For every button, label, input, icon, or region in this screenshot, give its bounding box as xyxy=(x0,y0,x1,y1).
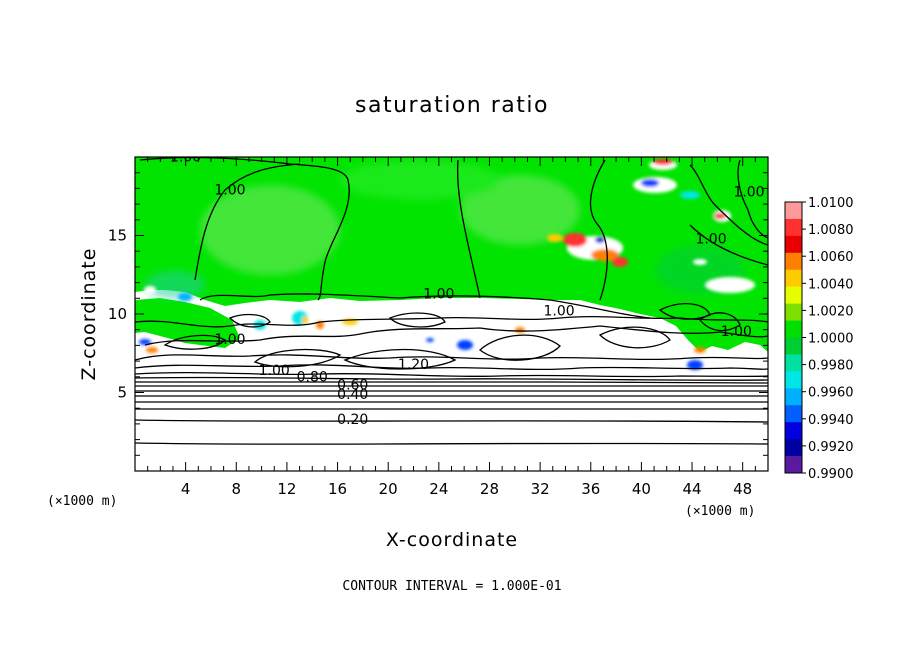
x-tick-label: 16 xyxy=(328,480,347,498)
colorbar-segment xyxy=(785,252,802,271)
colorbar-segment xyxy=(785,388,802,406)
y-tick-label: 10 xyxy=(108,305,127,323)
contour-lines xyxy=(135,157,768,445)
x-tick-label: 24 xyxy=(429,480,448,498)
colorbar-segment xyxy=(785,202,802,220)
colorbar-label: 0.9980 xyxy=(808,359,854,374)
colorbar-segment xyxy=(785,456,802,474)
colorbar: 1.0100 1.0080 1.0060 1.0040 1.0020 1.0000 0.99… xyxy=(784,196,854,482)
colorbar-segment xyxy=(785,218,802,237)
contour-label: 0.60 xyxy=(337,377,368,393)
contour-label: 1.00 xyxy=(695,231,726,247)
y-tick-label: 15 xyxy=(108,227,127,245)
colorbar-segment xyxy=(785,337,802,355)
colorbar-label: 1.0020 xyxy=(808,304,854,319)
contour-label: 1.00 xyxy=(733,184,764,200)
contour-label: 1.00 xyxy=(214,332,245,348)
contour-label: 0.40 xyxy=(337,387,368,403)
colorbar-segment xyxy=(785,354,802,372)
colorbar-segment xyxy=(785,235,802,254)
contour-interval-note: CONTOUR INTERVAL = 1.000E-01 xyxy=(342,579,561,594)
x-tick-label: 32 xyxy=(531,480,550,498)
x-unit-label-right: (×1000 m) xyxy=(685,504,755,519)
colorbar-segment xyxy=(785,422,802,440)
colorbar-segment xyxy=(785,439,802,457)
green-field-lower-left xyxy=(135,298,240,348)
colorbar-label: 0.9900 xyxy=(808,467,854,482)
contour-label: 1.00 xyxy=(423,286,454,302)
contour-labels: 1.001.00 1.001.001.001.001.001.001.201.00… xyxy=(170,157,765,428)
contour-label: 1.00 xyxy=(214,183,245,199)
x-tick-label: 48 xyxy=(733,480,752,498)
colorbar-segment xyxy=(785,286,802,305)
x-tick-label: 20 xyxy=(379,480,398,498)
contour-label: 1.20 xyxy=(398,357,429,373)
x-tick-label: 4 xyxy=(181,480,191,498)
colorbar-segment xyxy=(785,405,802,423)
colorbar-segment xyxy=(785,269,802,288)
x-tick-label: 12 xyxy=(277,480,296,498)
contour-label: 1.00 xyxy=(259,363,290,379)
colorbar-label: 1.0000 xyxy=(808,332,854,347)
x-tick-label: 36 xyxy=(581,480,600,498)
colorbar-label: 1.0060 xyxy=(808,250,854,265)
colorbar-label: 1.0100 xyxy=(808,196,854,211)
plot-area: 1.001.00 1.001.001.001.001.001.001.201.00… xyxy=(135,157,768,471)
colorbar-label: 0.9960 xyxy=(808,386,854,401)
supersaturated-field xyxy=(135,157,768,352)
x-tick-label: 28 xyxy=(480,480,499,498)
green-shading xyxy=(145,160,745,299)
colorbar-label: 1.0040 xyxy=(808,277,854,292)
y-axis: 5 10 15 xyxy=(108,172,768,456)
x-axis-label: X-coordinate xyxy=(386,529,518,551)
x-tick-label: 44 xyxy=(682,480,701,498)
x-tick-label: 8 xyxy=(232,480,242,498)
colorbar-label: 0.9940 xyxy=(808,413,854,428)
x-unit-label-left: (×1000 m) xyxy=(47,494,117,509)
chart-title: saturation ratio xyxy=(355,93,549,118)
colorbar-segment xyxy=(785,320,802,338)
contour-label: 0.80 xyxy=(297,370,328,386)
y-tick-label: 5 xyxy=(117,384,127,402)
contour-label: 1.00 xyxy=(721,324,752,340)
colorbar-label: 0.9920 xyxy=(808,440,854,455)
contour-label: 1.00 xyxy=(544,304,575,320)
shading-patches xyxy=(139,159,755,370)
colorbar-segment xyxy=(785,303,802,321)
colorbar-label: 1.0080 xyxy=(808,223,854,238)
y-axis-label: Z-coordinate xyxy=(78,248,100,381)
contour-label: 0.20 xyxy=(337,412,368,428)
colorbar-segment xyxy=(785,371,802,389)
x-axis: 4 8 12 16 20 24 28 32 36 40 44 48 xyxy=(147,157,756,498)
x-tick-label: 40 xyxy=(632,480,651,498)
